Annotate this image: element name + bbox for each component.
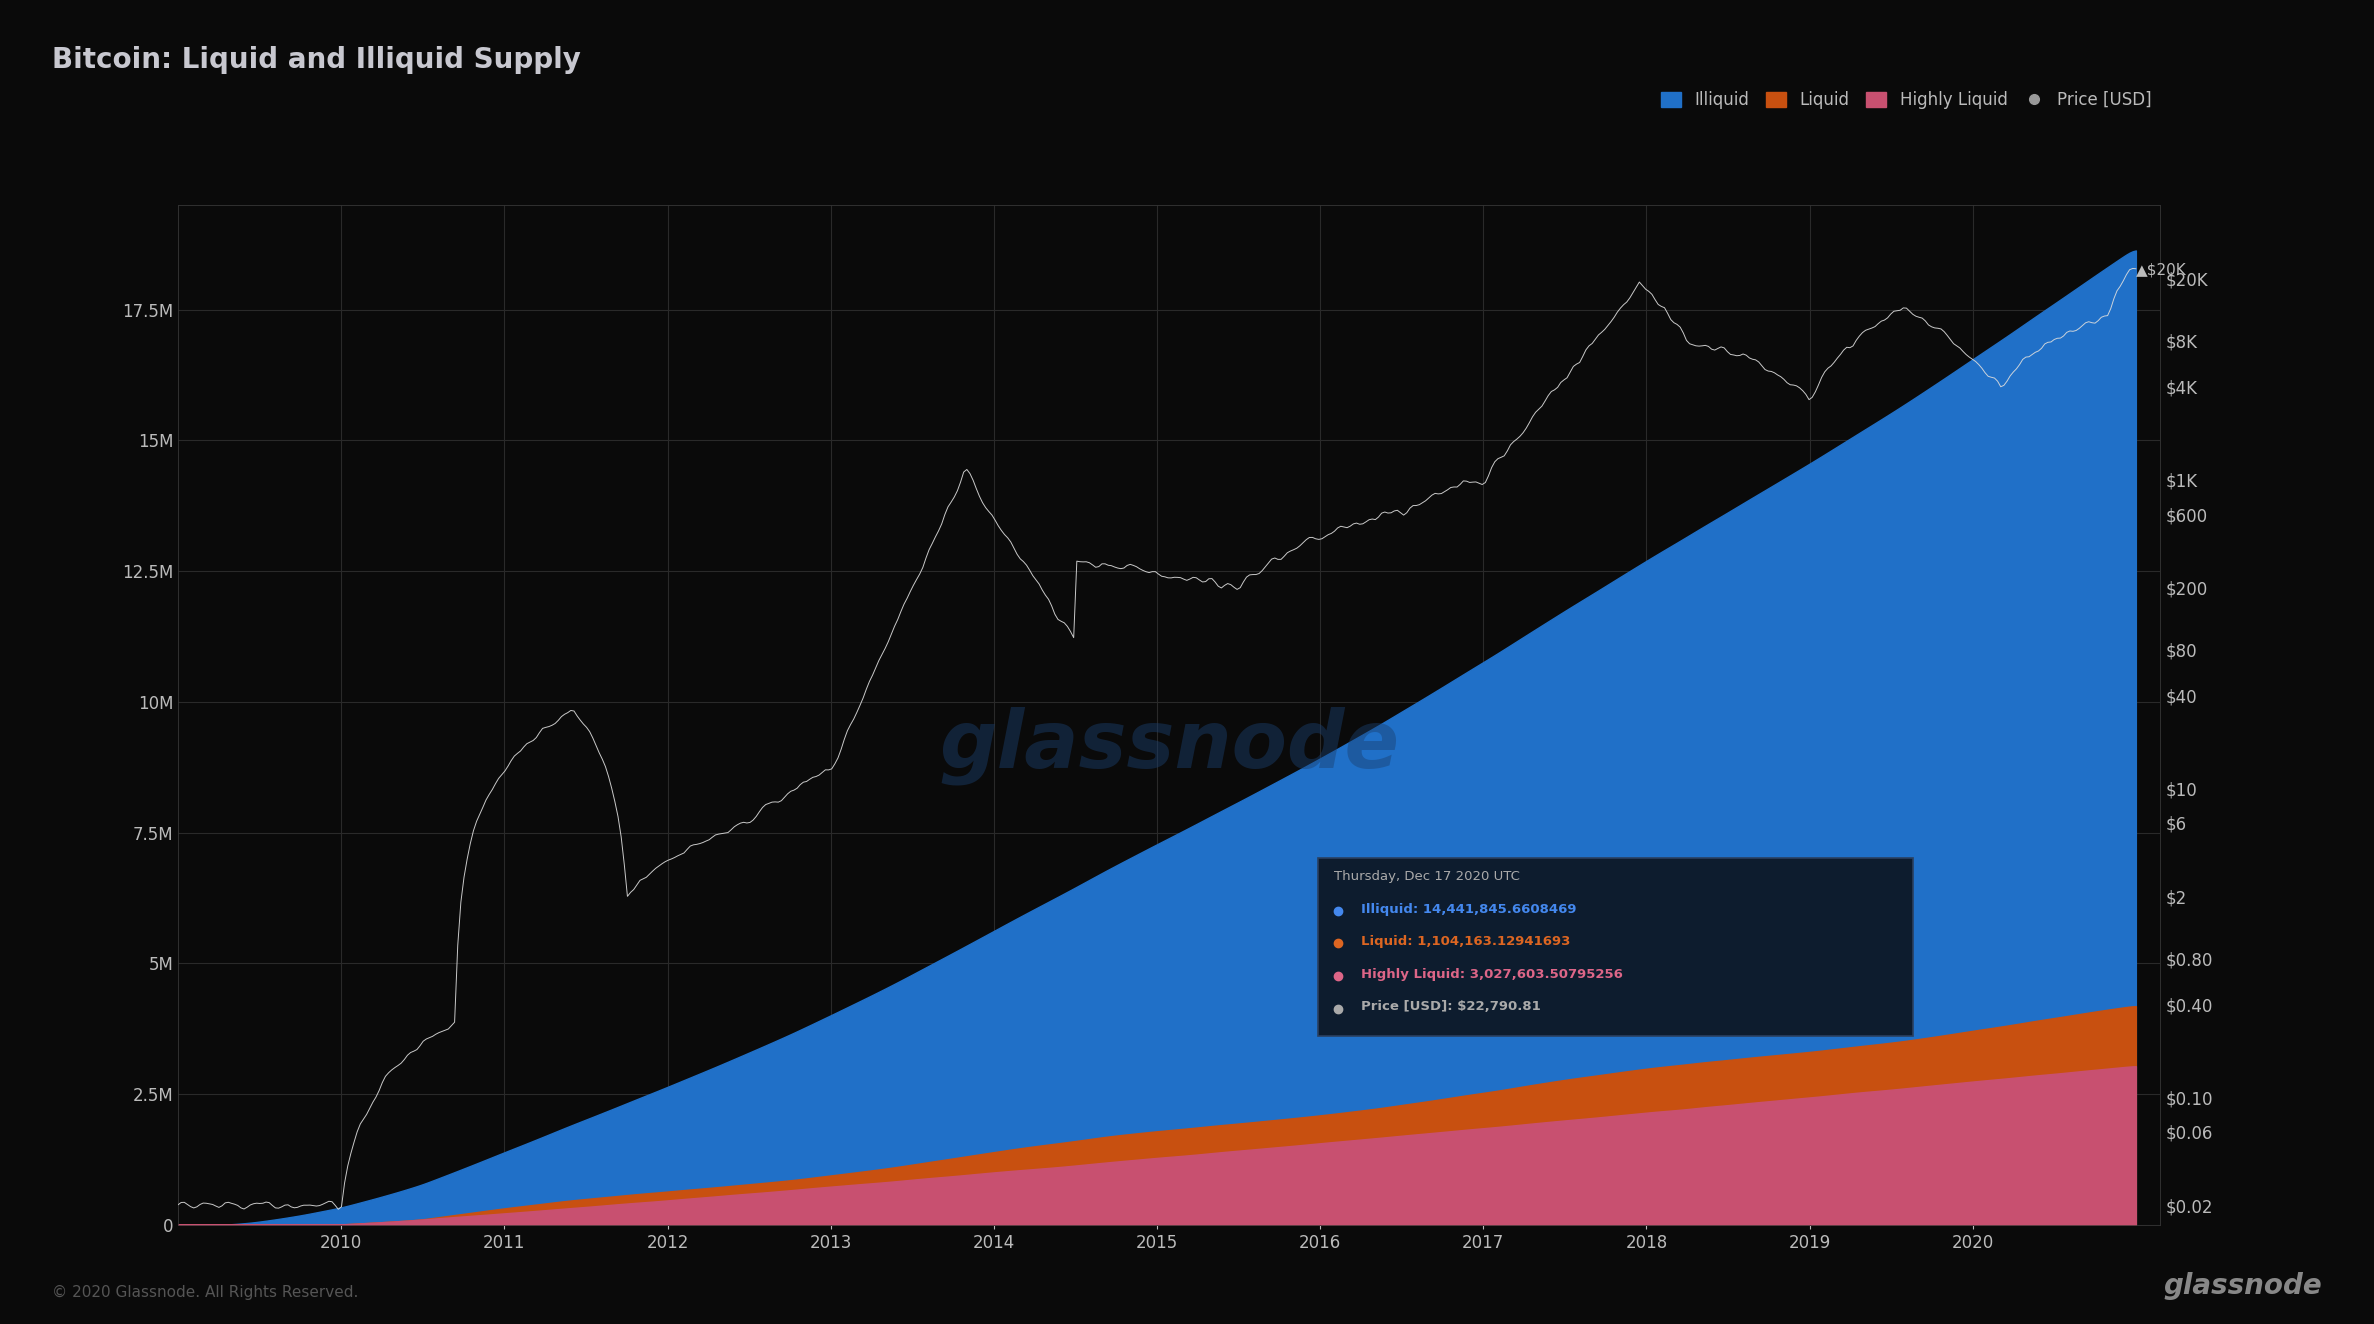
Text: Illiquid: 14,441,845.6608469: Illiquid: 14,441,845.6608469 bbox=[1360, 903, 1576, 915]
Text: Liquid: 1,104,163.12941693: Liquid: 1,104,163.12941693 bbox=[1360, 935, 1572, 948]
Text: Thursday, Dec 17 2020 UTC: Thursday, Dec 17 2020 UTC bbox=[1334, 870, 1519, 883]
Text: glassnode: glassnode bbox=[940, 706, 1398, 785]
Text: Bitcoin: Liquid and Illiquid Supply: Bitcoin: Liquid and Illiquid Supply bbox=[52, 46, 582, 74]
Text: glassnode: glassnode bbox=[2163, 1272, 2322, 1300]
FancyBboxPatch shape bbox=[1318, 858, 1913, 1037]
Text: Price [USD]: $22,790.81: Price [USD]: $22,790.81 bbox=[1360, 1001, 1541, 1013]
Legend: Illiquid, Liquid, Highly Liquid, Price [USD]: Illiquid, Liquid, Highly Liquid, Price [… bbox=[1662, 91, 2151, 109]
Text: ▲$20K: ▲$20K bbox=[2137, 262, 2186, 277]
Text: Highly Liquid: 3,027,603.50795256: Highly Liquid: 3,027,603.50795256 bbox=[1360, 968, 1624, 981]
Text: © 2020 Glassnode. All Rights Reserved.: © 2020 Glassnode. All Rights Reserved. bbox=[52, 1286, 358, 1300]
